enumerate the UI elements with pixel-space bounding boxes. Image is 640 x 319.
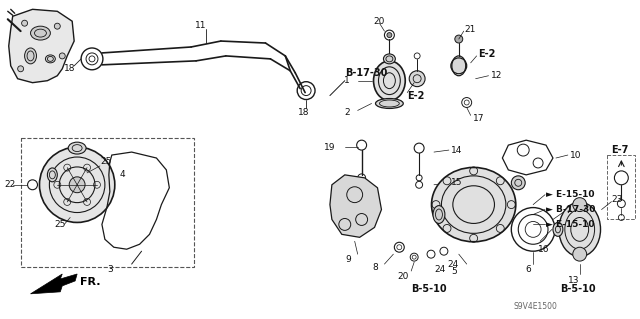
Ellipse shape: [31, 26, 51, 40]
Text: E-2: E-2: [407, 91, 424, 100]
Text: 4: 4: [120, 170, 125, 179]
Circle shape: [40, 147, 115, 222]
Circle shape: [60, 53, 65, 59]
Text: 22: 22: [4, 180, 16, 189]
Text: 23: 23: [611, 195, 623, 204]
Text: FR.: FR.: [80, 277, 100, 287]
Ellipse shape: [24, 48, 36, 64]
Text: 6: 6: [525, 264, 531, 273]
Text: 18: 18: [298, 108, 310, 117]
Circle shape: [409, 71, 425, 87]
Text: 1: 1: [344, 76, 349, 85]
Text: B-17-30: B-17-30: [345, 68, 387, 78]
Circle shape: [22, 20, 28, 26]
Circle shape: [54, 23, 60, 29]
Text: 20: 20: [397, 272, 409, 281]
Text: 20: 20: [374, 17, 385, 26]
Text: 19: 19: [324, 143, 336, 152]
Bar: [20, 138, 194, 267]
Text: S9V4E1500: S9V4E1500: [513, 302, 557, 311]
Circle shape: [573, 198, 587, 211]
Polygon shape: [9, 9, 74, 83]
Text: E-7: E-7: [611, 145, 629, 155]
Text: 21: 21: [465, 25, 476, 33]
Text: 9: 9: [345, 255, 351, 263]
Text: 10: 10: [570, 151, 581, 160]
Text: B-5-10: B-5-10: [412, 284, 447, 294]
Text: 25: 25: [100, 158, 111, 167]
Text: ► E-15-10: ► E-15-10: [546, 220, 595, 229]
Text: 8: 8: [372, 263, 378, 271]
Circle shape: [387, 33, 392, 38]
Text: 11: 11: [195, 21, 207, 30]
Ellipse shape: [68, 142, 86, 154]
Text: 15: 15: [451, 178, 462, 187]
Text: 12: 12: [490, 71, 502, 80]
Ellipse shape: [553, 222, 563, 236]
Text: 17: 17: [473, 114, 484, 123]
Text: ► B-17-30: ► B-17-30: [546, 205, 595, 214]
Text: ► E-15-10: ► E-15-10: [546, 190, 595, 199]
Text: B-5-10: B-5-10: [560, 284, 596, 294]
Circle shape: [451, 58, 467, 74]
Text: 2: 2: [344, 108, 349, 117]
Circle shape: [573, 247, 587, 261]
Polygon shape: [31, 274, 77, 294]
Text: 24: 24: [434, 264, 445, 273]
Ellipse shape: [433, 205, 445, 223]
Ellipse shape: [383, 54, 396, 64]
Circle shape: [455, 35, 463, 43]
Text: 24: 24: [447, 260, 458, 269]
Text: E-2: E-2: [479, 49, 496, 59]
Ellipse shape: [559, 202, 600, 257]
Ellipse shape: [431, 167, 516, 242]
Text: 25: 25: [54, 220, 66, 229]
Bar: [607, 155, 636, 219]
Circle shape: [18, 66, 24, 72]
Text: 13: 13: [568, 277, 579, 286]
Ellipse shape: [374, 61, 405, 100]
Text: 16: 16: [538, 245, 550, 254]
Polygon shape: [330, 175, 381, 237]
Ellipse shape: [376, 99, 403, 108]
Text: 5: 5: [451, 266, 457, 276]
Ellipse shape: [47, 168, 58, 182]
Circle shape: [69, 177, 85, 193]
Text: 3: 3: [107, 264, 113, 273]
Circle shape: [511, 176, 525, 190]
Text: 14: 14: [451, 145, 462, 155]
Text: 7: 7: [565, 206, 571, 215]
Text: 18: 18: [64, 64, 76, 73]
Ellipse shape: [45, 55, 55, 63]
